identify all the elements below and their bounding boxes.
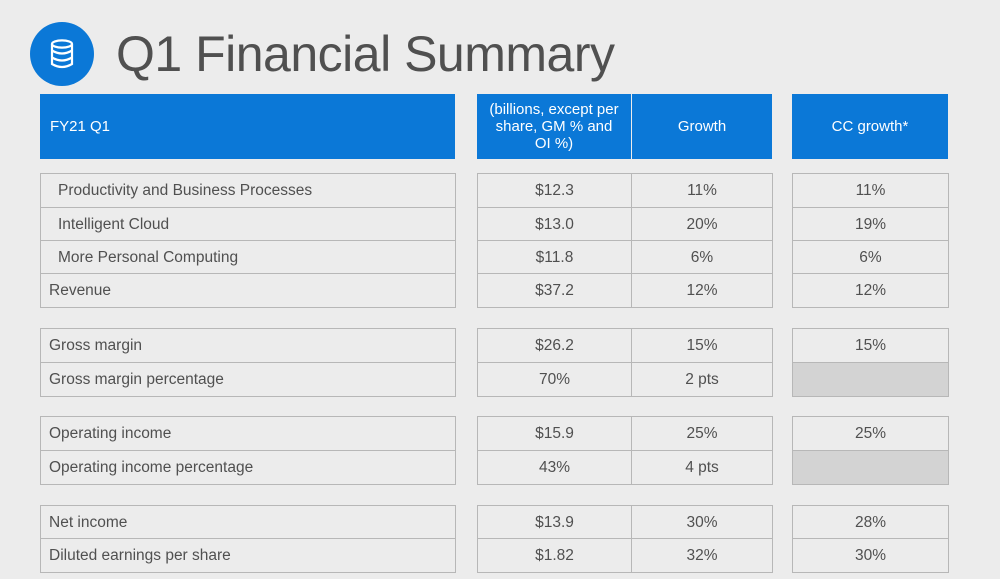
table-cell-label: Intelligent Cloud	[40, 207, 456, 242]
table-cell-text: 19%	[854, 215, 887, 233]
table-cell-text: Revenue	[49, 281, 112, 299]
table-cell-text: $13.0	[535, 215, 574, 233]
table-cell-text: $1.82	[535, 546, 574, 564]
table-cell-text: $26.2	[535, 336, 574, 354]
table-cell-text: 6%	[859, 248, 882, 266]
table-cell-growth: 25%	[631, 416, 773, 451]
header-growth-text: Growth	[677, 118, 727, 135]
table-cell-text: 32%	[686, 546, 718, 564]
table-cell-label: Gross margin	[40, 328, 456, 363]
table-cell-label: Productivity and Business Processes	[40, 173, 456, 208]
database-icon	[30, 22, 94, 86]
table-cell-label: Gross margin percentage	[40, 362, 456, 397]
table-cell-growth: 2 pts	[631, 362, 773, 397]
table-cell-text: 11%	[855, 181, 886, 199]
table-cell-text: 70%	[538, 370, 571, 388]
table-cell-label: Revenue	[40, 273, 456, 308]
table-cell-growth: 6%	[631, 240, 773, 275]
table-cell-cc: 11%	[792, 173, 949, 208]
table-cell-label: Diluted earnings per share	[40, 538, 456, 573]
table-cell-text: 2 pts	[685, 370, 719, 388]
table-cell-text: More Personal Computing	[58, 248, 239, 266]
header-value-text: (billions, except per share, GM % and OI…	[489, 101, 619, 152]
table-cell-value: $26.2	[477, 328, 632, 363]
header-cc-growth: CC growth*	[792, 94, 948, 159]
header-growth: Growth	[632, 94, 772, 159]
table-cell-growth: 4 pts	[631, 450, 773, 485]
table-cell-text: Gross margin	[49, 336, 143, 354]
table-cell-label: More Personal Computing	[40, 240, 456, 275]
table-cell-text: $37.2	[535, 281, 574, 299]
table-cell-text: Intelligent Cloud	[58, 215, 170, 233]
table-cell-growth: 11%	[631, 173, 773, 208]
table-cell-text: 15%	[854, 336, 887, 354]
table-cell-value: $12.3	[477, 173, 632, 208]
table-cell-text: Productivity and Business Processes	[58, 181, 313, 199]
table-cell-cc: 19%	[792, 207, 949, 242]
header-cc-growth-text: CC growth*	[831, 118, 909, 135]
table-cell-value: $1.82	[477, 538, 632, 573]
table-cell-value: $11.8	[477, 240, 632, 275]
table-cell-text: $13.9	[535, 513, 574, 531]
table-cell-text: 43%	[538, 458, 571, 476]
table-cell-growth: 32%	[631, 538, 773, 573]
table-cell-label: Operating income	[40, 416, 456, 451]
table-cell-value: $13.9	[477, 505, 632, 540]
table-cell-value: $13.0	[477, 207, 632, 242]
table-cell-cc: 28%	[792, 505, 949, 540]
table-cell-text: 4 pts	[685, 458, 719, 476]
table-cell-text: 25%	[686, 424, 718, 442]
title-row: Q1 Financial Summary	[30, 22, 615, 86]
header-value: (billions, except per share, GM % and OI…	[477, 94, 631, 159]
table-cell-text: 12%	[854, 281, 887, 299]
table-cell-text: 6%	[690, 248, 714, 266]
page-title: Q1 Financial Summary	[116, 26, 615, 82]
table-cell-label: Net income	[40, 505, 456, 540]
table-cell-growth: 15%	[631, 328, 773, 363]
table-cell-text: 20%	[686, 215, 718, 233]
table-cell-text: Diluted earnings per share	[49, 546, 231, 564]
table-cell-label: Operating income percentage	[40, 450, 456, 485]
table-cell-text: 28%	[854, 513, 887, 531]
table-cell-text: 25%	[854, 424, 887, 442]
table-cell-text: 15%	[686, 336, 718, 354]
table-cell-growth: 20%	[631, 207, 773, 242]
table-cell-text: 30%	[686, 513, 718, 531]
table-cell-cc: 12%	[792, 273, 949, 308]
header-label-text: FY21 Q1	[50, 118, 111, 135]
table-cell-text: 12%	[686, 281, 718, 299]
table-cell-text: Operating income percentage	[49, 458, 254, 476]
table-cell-cc: 6%	[792, 240, 949, 275]
table-cell-text: $12.3	[535, 181, 574, 199]
table-cell-text: Operating income	[49, 424, 172, 442]
table-cell-cc: 30%	[792, 538, 949, 573]
table-cell-cc	[792, 362, 949, 397]
table-cell-cc	[792, 450, 949, 485]
table-cell-value: $37.2	[477, 273, 632, 308]
table-cell-text: Net income	[49, 513, 128, 531]
table-cell-text: $11.8	[535, 248, 574, 266]
header-label: FY21 Q1	[40, 94, 455, 159]
table-cell-text: $15.9	[535, 424, 574, 442]
table-cell-text: Gross margin percentage	[49, 370, 224, 388]
table-cell-growth: 30%	[631, 505, 773, 540]
table-cell-text: 11%	[687, 181, 717, 199]
table-cell-value: 70%	[477, 362, 632, 397]
table-cell-cc: 15%	[792, 328, 949, 363]
table-cell-value: $15.9	[477, 416, 632, 451]
table-cell-text: 30%	[854, 546, 887, 564]
table-cell-cc: 25%	[792, 416, 949, 451]
table-cell-value: 43%	[477, 450, 632, 485]
table-cell-growth: 12%	[631, 273, 773, 308]
